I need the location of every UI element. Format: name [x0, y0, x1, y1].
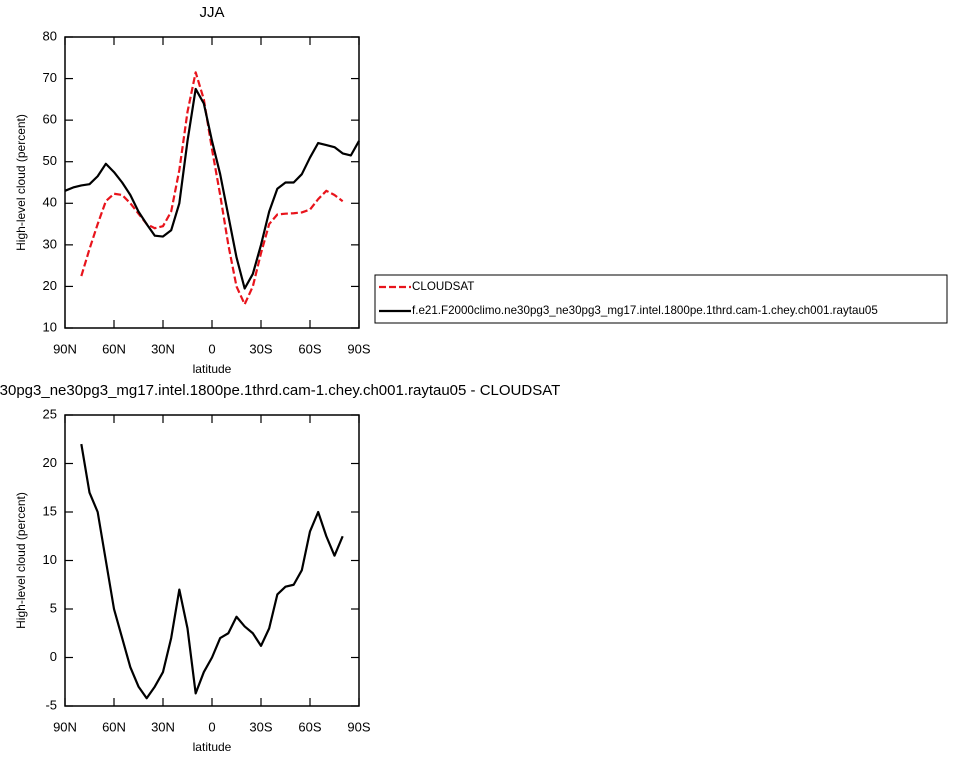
y-tick-label: 20	[43, 455, 57, 470]
legend-label: CLOUDSAT	[412, 280, 474, 293]
y-tick-label: 20	[43, 278, 57, 293]
y-tick-label: 0	[50, 649, 57, 664]
legend-box	[374, 274, 948, 324]
x-axis-label: latitude	[193, 740, 232, 754]
x-axis-label: latitude	[193, 362, 232, 376]
x-tick-label: 30N	[151, 341, 175, 356]
x-tick-label: 90S	[347, 719, 370, 734]
y-tick-label: 70	[43, 70, 57, 85]
line-series	[64, 87, 360, 290]
x-tick-label: 30S	[249, 341, 272, 356]
y-tick-label: 10	[43, 552, 57, 567]
x-tick-label: 90N	[53, 341, 77, 356]
x-tick-label: 0	[208, 341, 215, 356]
chart-title: f.e21.F2000climo.ne30pg3_ne30pg3_mg17.in…	[0, 382, 560, 399]
line-series	[80, 443, 344, 700]
line-series	[80, 71, 344, 306]
x-tick-label: 60N	[102, 341, 126, 356]
y-tick-label: 60	[43, 112, 57, 127]
x-tick-label: 60N	[102, 719, 126, 734]
x-tick-label: 30S	[249, 719, 272, 734]
x-tick-label: 30N	[151, 719, 175, 734]
y-tick-label: 5	[50, 600, 57, 615]
y-axis-label: High-level cloud (percent)	[14, 114, 28, 251]
y-tick-label: 40	[43, 195, 57, 210]
x-tick-label: 0	[208, 719, 215, 734]
legend-label: f.e21.F2000climo.ne30pg3_ne30pg3_mg17.in…	[412, 304, 878, 317]
x-tick-label: 60S	[298, 719, 321, 734]
y-tick-label: 10	[43, 319, 57, 334]
y-tick-label: 50	[43, 153, 57, 168]
plot-frame	[64, 36, 360, 329]
chart-title: JJA	[199, 4, 224, 21]
y-tick-label: -5	[45, 697, 57, 712]
y-tick-label: 30	[43, 236, 57, 251]
x-tick-label: 60S	[298, 341, 321, 356]
y-axis-label: High-level cloud (percent)	[14, 492, 28, 629]
x-tick-label: 90N	[53, 719, 77, 734]
y-tick-label: 25	[43, 406, 57, 421]
plot-frame	[64, 414, 360, 707]
y-tick-label: 15	[43, 503, 57, 518]
y-tick-label: 80	[43, 28, 57, 43]
x-tick-label: 90S	[347, 341, 370, 356]
